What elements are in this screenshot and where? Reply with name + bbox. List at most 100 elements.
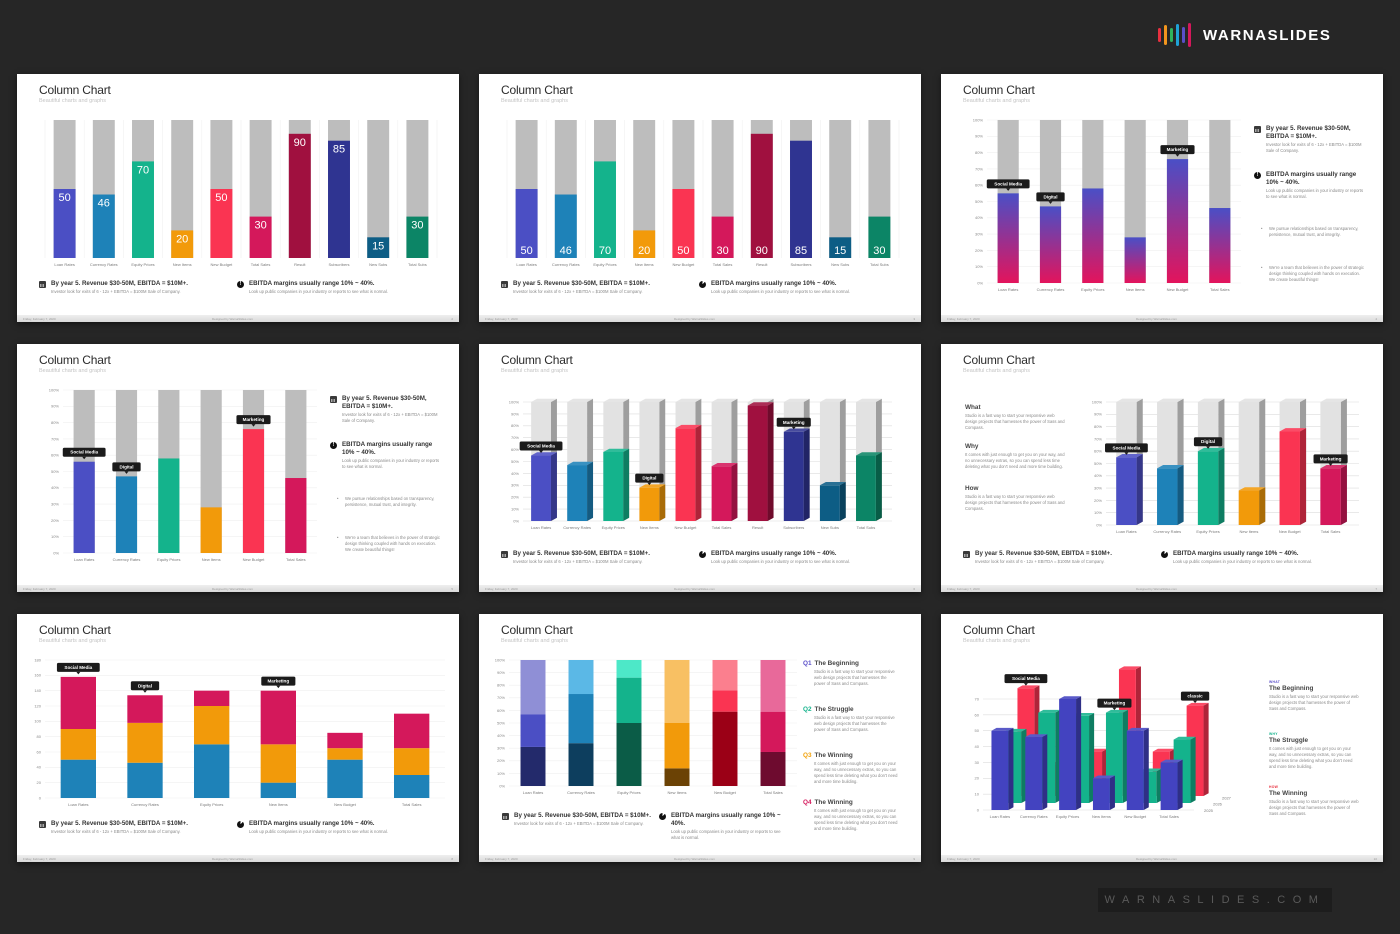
slide[interactable]: Column Chart Beautiful charts and graphs L… bbox=[17, 74, 459, 322]
callout-label: Social Media bbox=[64, 665, 92, 670]
side-text: Studio is a fast way to start your respo… bbox=[965, 413, 1065, 430]
slide[interactable]: Column Chart Beautiful charts and graphs 0… bbox=[941, 614, 1383, 862]
bar bbox=[406, 216, 429, 258]
callout-label: Digital bbox=[1201, 439, 1215, 444]
y-tick-label: 40% bbox=[1094, 473, 1102, 478]
note-title: EBITDA margins usually range 10% ~ 40%. bbox=[342, 441, 433, 457]
q-heading: Q1 The Beginning bbox=[803, 660, 859, 667]
slide[interactable]: Column Chart Beautiful charts and graphs 0… bbox=[479, 344, 921, 592]
bar-side bbox=[1122, 709, 1128, 803]
bar-top bbox=[783, 428, 810, 432]
slide-subtitle: Beautiful charts and graphs bbox=[501, 638, 568, 644]
slide-footer: Friday, February 7, 2020 Designed by Warn… bbox=[17, 315, 459, 322]
slide[interactable]: Column Chart Beautiful charts and graphs 0… bbox=[941, 74, 1383, 322]
x-category-label: Currency Rates bbox=[1153, 529, 1181, 534]
bar-top bbox=[1116, 453, 1143, 458]
note-title: By year 5. Revenue $30-50M, EBITDA = $10… bbox=[342, 395, 427, 411]
bar bbox=[639, 487, 660, 521]
slide[interactable]: Column Chart Beautiful charts and graphs 0… bbox=[17, 344, 459, 592]
y-tick-label: 80% bbox=[1094, 424, 1102, 429]
bar-segment bbox=[664, 660, 690, 723]
bar bbox=[567, 465, 588, 521]
y-tick-label: 20% bbox=[497, 758, 505, 763]
logo-bar bbox=[1164, 25, 1167, 45]
side-heading: The Winning bbox=[1269, 790, 1308, 797]
y-tick-label: 90% bbox=[975, 134, 983, 139]
bar-segment bbox=[260, 782, 296, 798]
q-heading: Q2 The Struggle bbox=[803, 706, 854, 713]
callout-label: Social Media bbox=[1012, 676, 1040, 681]
side-text: It comes with just enough to get you on … bbox=[814, 761, 898, 784]
bar-value-label: 20 bbox=[176, 233, 188, 245]
footer-credit: Designed by WarnaSlides.com bbox=[212, 317, 253, 321]
bar-segment bbox=[60, 759, 96, 798]
footer-credit: Designed by WarnaSlides.com bbox=[1136, 317, 1177, 321]
callout-box bbox=[1036, 192, 1065, 202]
bar-segment bbox=[127, 762, 163, 798]
callout-pointer bbox=[1048, 201, 1053, 204]
y-tick-label: 100% bbox=[495, 657, 506, 662]
callout-pointer bbox=[82, 456, 87, 460]
bar bbox=[328, 140, 350, 258]
bar-track-top bbox=[603, 398, 630, 402]
bar bbox=[747, 405, 768, 521]
bar-side bbox=[1259, 487, 1266, 525]
note-body: EBITDA margins usually range 10% ~ 40%. L… bbox=[249, 280, 447, 295]
slide[interactable]: Column Chart Beautiful charts and graphs L… bbox=[479, 74, 921, 322]
side-text: Studio is a fast way to start your respo… bbox=[965, 494, 1065, 511]
bar-side bbox=[1177, 759, 1183, 810]
y-tick-label: 140 bbox=[34, 688, 41, 693]
x-category-label: New Budget bbox=[675, 525, 698, 530]
slide-subtitle: Beautiful charts and graphs bbox=[963, 368, 1030, 374]
bar bbox=[210, 189, 233, 258]
y-tick-label: 50% bbox=[497, 720, 505, 725]
y-tick-label: 70% bbox=[975, 166, 983, 171]
bar-track-top bbox=[1279, 398, 1307, 402]
callout-label: Social Media bbox=[1113, 445, 1141, 450]
bar-segment bbox=[327, 759, 363, 798]
note-text: Investor look for exits of 6 - 12x + EBI… bbox=[51, 829, 181, 835]
bar-side bbox=[1055, 709, 1061, 803]
bar bbox=[997, 193, 1019, 283]
page-number: 2 bbox=[451, 317, 453, 321]
bar-side bbox=[1136, 453, 1143, 525]
x-category-label: Total Subs bbox=[870, 262, 889, 267]
bar-value-label: 85 bbox=[333, 144, 345, 156]
note-text: Investor look for exits of 6 - 12x + EBI… bbox=[513, 559, 643, 565]
bar-top bbox=[1173, 736, 1196, 740]
bar-value-label: 20 bbox=[638, 245, 650, 257]
side-heading: The Struggle bbox=[1269, 737, 1309, 744]
callout-pointer bbox=[1023, 683, 1028, 686]
calculator-icon bbox=[501, 281, 508, 288]
slide[interactable]: Column Chart Beautiful charts and graphs 0… bbox=[479, 614, 921, 862]
y-tick-label: 40% bbox=[51, 485, 59, 490]
x-category-label: Currency Rates bbox=[1037, 287, 1065, 292]
bar-top bbox=[1025, 734, 1048, 738]
slide[interactable]: Column Chart Beautiful charts and graphs 0… bbox=[941, 344, 1383, 592]
callout-box bbox=[236, 415, 271, 425]
logo-bar bbox=[1158, 28, 1161, 42]
bar-top bbox=[819, 482, 846, 486]
bar bbox=[1238, 490, 1260, 525]
y-tick-label: 40% bbox=[975, 215, 983, 220]
note-text: Investor look for exits of 6 - 12x + EBI… bbox=[51, 289, 181, 295]
y-tick-label: 60% bbox=[497, 708, 505, 713]
note-body: By year 5. Revenue $30-50M, EBITDA = $10… bbox=[342, 395, 442, 423]
calculator-icon bbox=[330, 396, 337, 403]
side-text: Studio is a fast way to start your respo… bbox=[814, 715, 895, 732]
bar-side bbox=[1177, 465, 1184, 525]
bar bbox=[711, 466, 732, 521]
slide-subtitle: Beautiful charts and graphs bbox=[501, 98, 568, 104]
x-category-label: Equity Prices bbox=[617, 790, 640, 795]
callout-label: Marketing bbox=[783, 420, 805, 425]
x-category-label: Equity Prices bbox=[593, 262, 616, 267]
callout-label: Social Media bbox=[527, 444, 555, 449]
bar-side bbox=[1190, 736, 1196, 803]
bar-top bbox=[711, 462, 738, 467]
slide[interactable]: Column Chart Beautiful charts and graphs 0… bbox=[17, 614, 459, 862]
q-title: The Winning bbox=[814, 752, 853, 759]
x-category-label: Loan Rates bbox=[1116, 529, 1136, 534]
bar-value-label: 30 bbox=[873, 245, 885, 257]
x-category-label: New Items bbox=[1092, 814, 1111, 819]
callout-pointer bbox=[1006, 188, 1011, 191]
